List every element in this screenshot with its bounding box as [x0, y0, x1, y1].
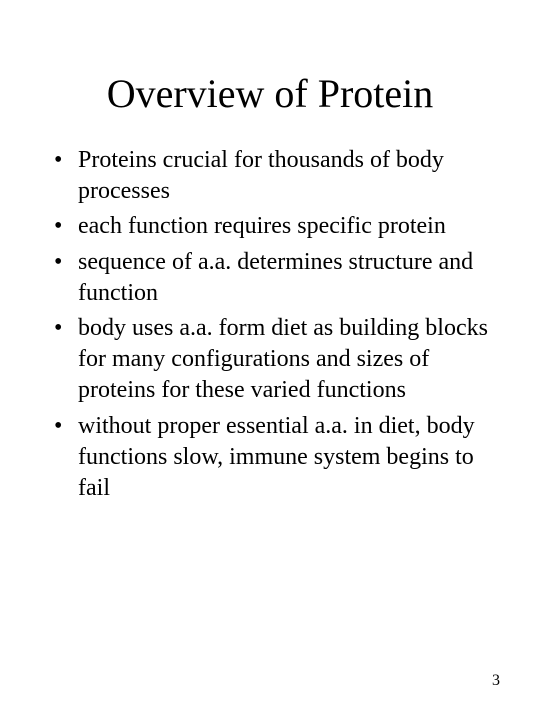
slide-title: Overview of Protein	[40, 70, 500, 117]
list-item: each function requires specific protein	[50, 211, 500, 242]
list-item: body uses a.a. form diet as building blo…	[50, 313, 500, 407]
bullet-list: Proteins crucial for thousands of body p…	[40, 145, 500, 504]
list-item: sequence of a.a. determines structure an…	[50, 247, 500, 309]
list-item: Proteins crucial for thousands of body p…	[50, 145, 500, 207]
page-number: 3	[492, 672, 500, 690]
list-item: without proper essential a.a. in diet, b…	[50, 411, 500, 505]
